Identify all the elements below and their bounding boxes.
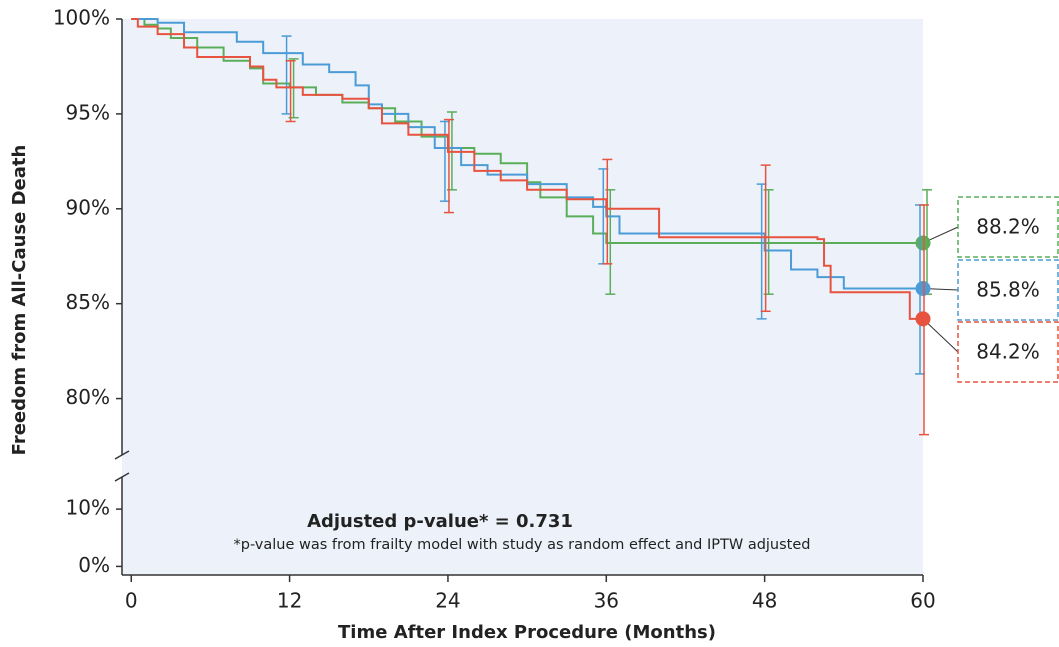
y-tick-label: 85%: [66, 290, 110, 314]
end-marker: [915, 235, 931, 251]
plot-background: [122, 19, 923, 575]
end-label: 84.2%: [976, 340, 1040, 364]
y-tick-label: 100%: [53, 6, 110, 30]
error-bar: [760, 164, 771, 313]
x-tick-label: 60: [910, 589, 935, 613]
y-tick-label: 80%: [66, 385, 110, 409]
x-tick-label: 24: [435, 589, 460, 613]
y-tick-label: 90%: [66, 195, 110, 219]
error-bar: [443, 118, 454, 214]
footnote: *p-value was from frailty model with stu…: [234, 537, 811, 553]
y-tick-label: 10%: [66, 496, 110, 520]
end-label: 88.2%: [976, 215, 1040, 239]
error-bar: [602, 158, 613, 265]
label-box: [957, 321, 1059, 383]
km-curve: [131, 18, 923, 320]
leader-line: [922, 318, 959, 353]
x-tick-label: 36: [594, 589, 619, 613]
x-axis-title: Time After Index Procedure (Months): [338, 622, 716, 643]
end-marker: [915, 311, 931, 327]
x-tick-label: 0: [125, 589, 138, 613]
label-box: [957, 196, 1059, 258]
axis-break: [114, 450, 130, 460]
x-tick-label: 12: [277, 589, 302, 613]
x-tick-label: 48: [752, 589, 777, 613]
label-box: [957, 259, 1059, 321]
y-axis-title: Freedom from All-Cause Death: [9, 145, 30, 456]
end-label: 85.8%: [976, 278, 1040, 302]
y-tick-label: 0%: [78, 553, 110, 577]
axis-break: [114, 472, 130, 482]
y-tick-label: 95%: [66, 100, 110, 124]
p-value: Adjusted p-value* = 0.731: [307, 511, 573, 532]
end-marker: [915, 280, 931, 296]
error-bar: [285, 60, 296, 123]
